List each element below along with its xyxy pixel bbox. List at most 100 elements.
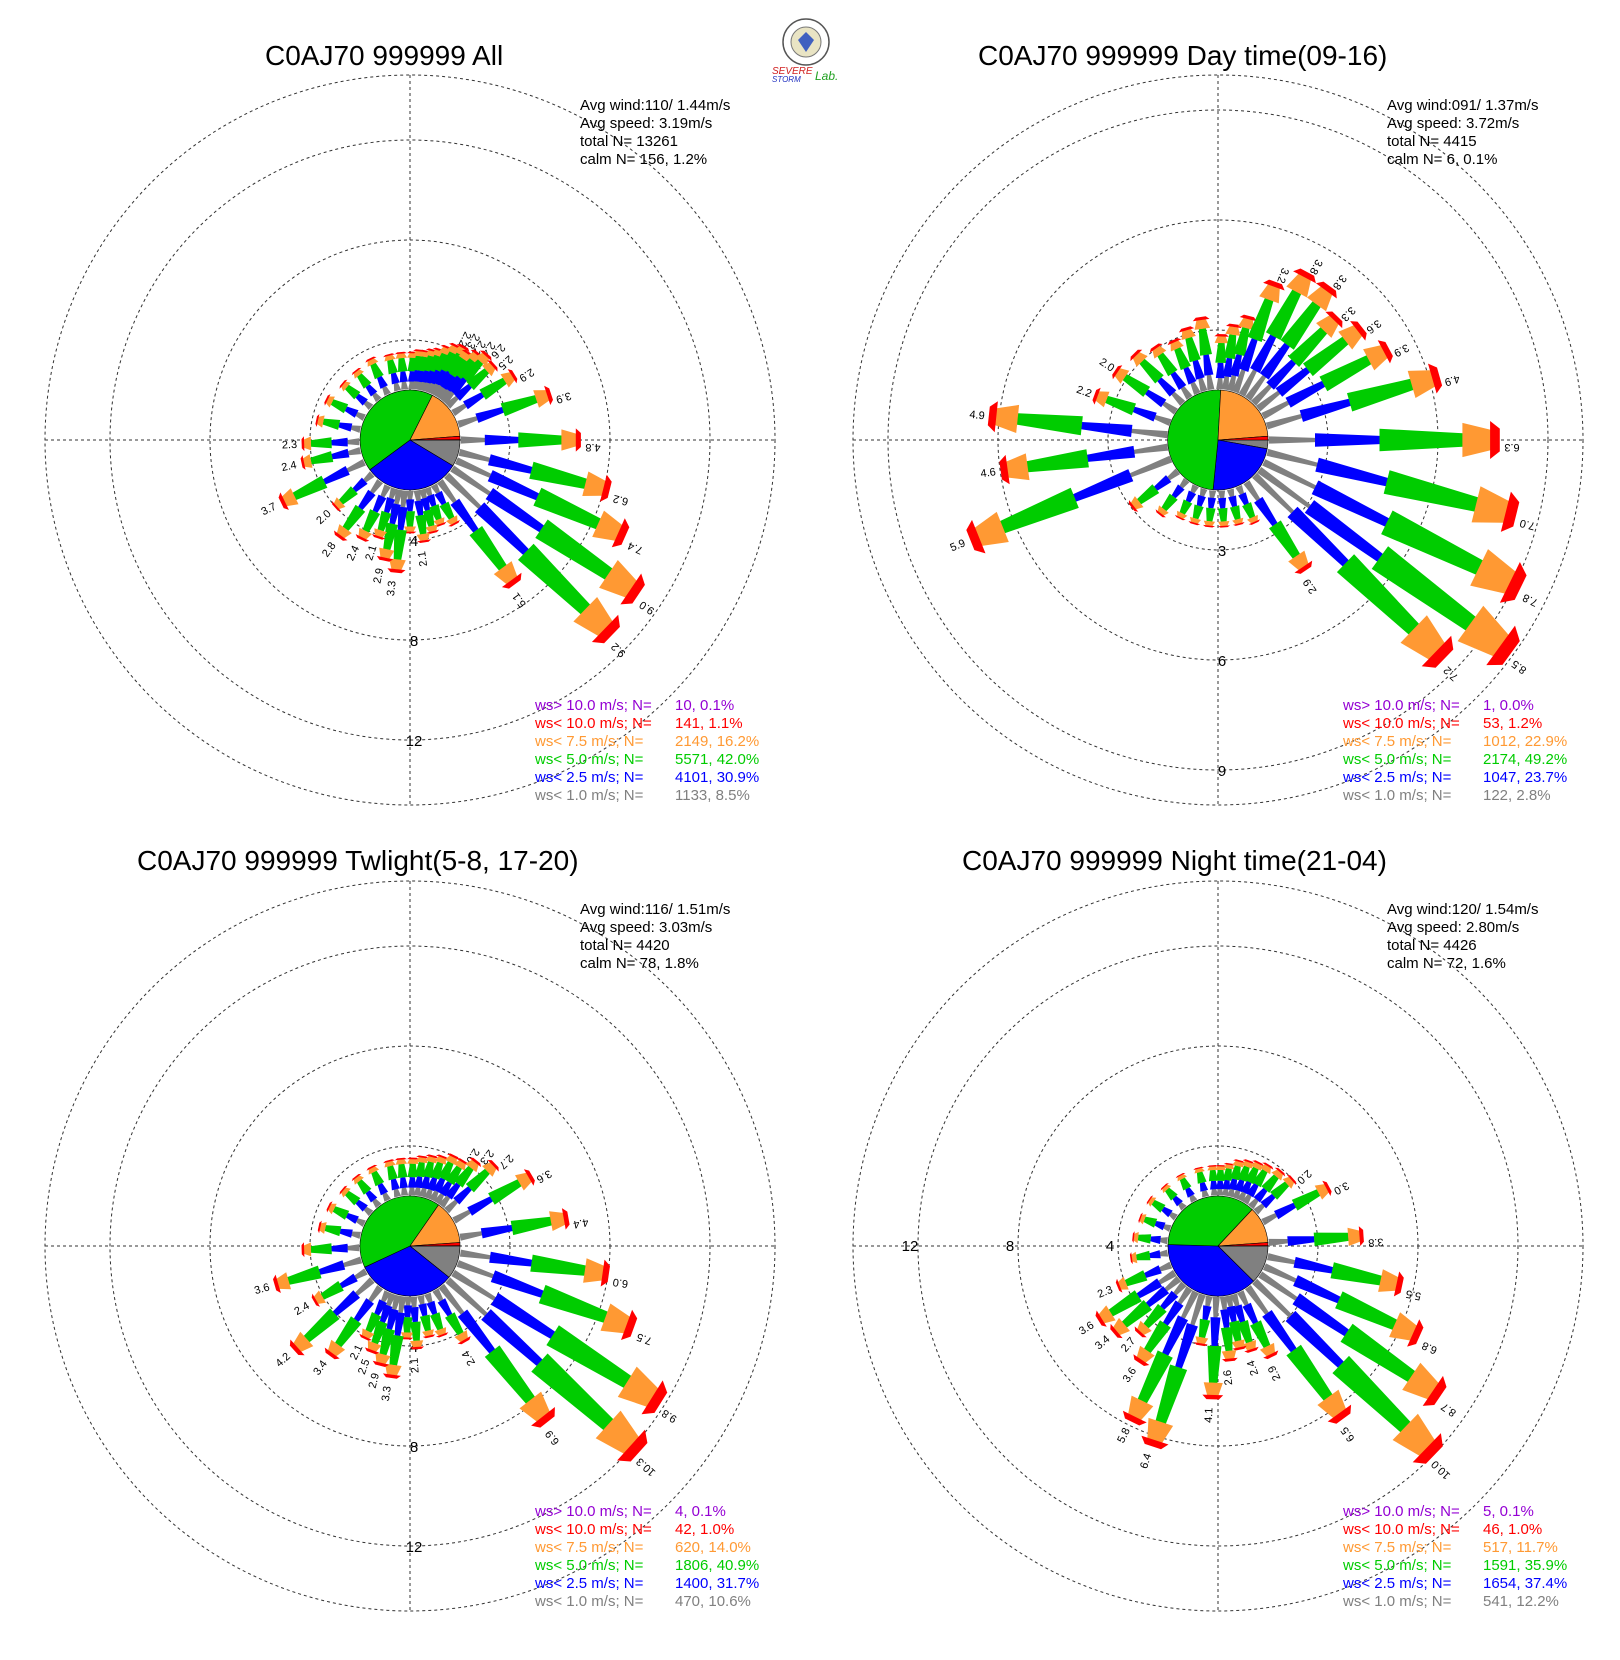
wind-bar-segment <box>510 1216 552 1236</box>
wind-bar-segment <box>276 1272 291 1290</box>
wind-bar-segment <box>1271 1169 1283 1181</box>
legend-label: ws< 2.5 m/s; N= <box>1342 1575 1452 1592</box>
logo-text-storm: STORM <box>772 75 801 84</box>
legend-value: 5571, 42.0% <box>675 751 759 768</box>
legend-value: 122, 2.8% <box>1483 787 1551 804</box>
wind-bar-segment <box>538 1284 608 1323</box>
wind-bar-segment <box>438 1195 451 1209</box>
wind-bar-segment <box>1095 1310 1107 1327</box>
wind-bar-segment <box>414 500 424 516</box>
wind-bar-segment <box>1179 477 1190 489</box>
wind-bar-segment <box>1154 415 1172 426</box>
wind-bar-segment <box>1192 359 1205 380</box>
wind-bar-segment <box>1363 345 1388 371</box>
wind-bar-segment <box>1167 338 1182 346</box>
wind-bar-segment <box>1260 1193 1276 1209</box>
bar-value-label: 10.3 <box>634 1455 658 1478</box>
bar-value-label: 2.1 <box>416 550 430 567</box>
wind-bar-segment <box>1261 1213 1278 1226</box>
wind-bar-segment <box>414 1161 425 1178</box>
wind-bar-segment <box>474 502 529 555</box>
wind-bar: 3.3 <box>385 490 409 597</box>
wind-bar-segment <box>282 488 299 507</box>
bar-value-label: 3.3 <box>385 580 399 596</box>
wind-bar-segment <box>444 352 463 375</box>
wind-bar-segment <box>1500 491 1520 532</box>
wind-bar-segment <box>1133 1232 1139 1244</box>
wind-bar-segment <box>466 368 490 391</box>
wind-bar-segment <box>1144 1265 1162 1278</box>
pie-slice <box>369 439 454 491</box>
bar-value-label: 7.5 <box>635 1330 653 1347</box>
legend-value: 2149, 16.2% <box>675 733 759 750</box>
wind-bar <box>1149 343 1193 400</box>
wind-bar: 3.9 <box>1261 340 1411 420</box>
wind-bar-segment <box>1149 343 1163 353</box>
wind-bar-segment <box>273 1274 281 1293</box>
wind-bar-segment <box>1206 374 1215 391</box>
wind-bar-segment <box>1243 480 1261 502</box>
legend-value: 1806, 40.9% <box>675 1557 759 1574</box>
wind-bar-segment <box>395 353 408 359</box>
stat-calm: calm N= 72, 1.6% <box>1387 955 1506 972</box>
wind-bar-segment <box>1143 1303 1167 1329</box>
wind-bar-segment <box>1250 384 1272 406</box>
wind-bar-segment <box>351 367 362 376</box>
wind-bar <box>1218 490 1230 528</box>
wind-bar-segment <box>1137 1350 1173 1404</box>
wind-bar: 5.5 <box>1267 1253 1422 1302</box>
wind-bar-segment <box>1138 1212 1143 1224</box>
wind-bar-segment <box>1230 1293 1240 1307</box>
logo-text-severe: SEVERE <box>772 66 813 77</box>
legend-value: 46, 1.0% <box>1483 1521 1542 1538</box>
wind-bar-segment <box>382 1373 401 1379</box>
ring-label: 12 <box>406 1539 423 1556</box>
wind-bar-segment <box>334 530 348 541</box>
wind-bar-segment <box>1275 367 1311 397</box>
bar-value-label: 2.4 <box>292 1300 311 1318</box>
wind-bar-segment <box>324 1347 340 1360</box>
wind-bar-segment <box>456 1260 494 1279</box>
wind-bar-segment <box>1114 368 1130 384</box>
wind-bar-segment <box>287 1265 322 1285</box>
range-ring <box>917 945 1519 1547</box>
wind-bar-segment <box>583 1258 604 1283</box>
wind-bar: 2.2 <box>1075 384 1172 426</box>
bar-value-label: 2.4 <box>460 1348 478 1367</box>
wind-bar-segment <box>359 1333 372 1341</box>
wind-bar-segment <box>1141 1435 1169 1450</box>
wind-bar-segment <box>289 1339 305 1356</box>
wind-bar-segment <box>1470 549 1516 594</box>
wind-bar: 7.4 <box>455 457 645 556</box>
wind-bar-segment <box>1143 1216 1158 1228</box>
wind-bar-segment <box>437 479 457 504</box>
wind-bar-segment <box>1381 510 1484 575</box>
wind-bar-segment <box>1164 1276 1182 1292</box>
wind-bar-segment <box>354 1268 368 1280</box>
wind-bar-segment <box>1203 354 1214 376</box>
stat-avg-wind: Avg wind:110/ 1.44m/s <box>580 97 730 114</box>
wind-bar-segment <box>374 528 387 538</box>
wind-bar: 3.9 <box>457 385 573 428</box>
wind-bar-segment <box>1133 1354 1150 1366</box>
wind-bar-segment <box>426 493 437 507</box>
wind-bar-segment <box>418 1187 427 1198</box>
bar-value-label: 3.7 <box>259 501 278 518</box>
wind-bar-segment <box>1212 1296 1220 1318</box>
wind-bar-segment <box>1155 509 1166 518</box>
wind-bar-segment <box>530 1254 586 1276</box>
wind-bar: 2.7 <box>1119 1281 1187 1355</box>
wind-bar <box>326 1201 366 1227</box>
wind-bar-segment <box>400 490 409 508</box>
wind-bar-segment <box>1113 1317 1130 1336</box>
wind-bar-segment <box>1254 496 1278 527</box>
wind-bar-segment <box>1131 1251 1138 1264</box>
wind-bar-segment <box>425 524 438 533</box>
wind-bar-segment <box>394 351 407 355</box>
wind-bar-segment <box>355 393 368 406</box>
wind-bar-segment <box>450 498 479 533</box>
wind-bar-segment <box>487 1159 499 1172</box>
wind-bar-segment <box>1233 326 1250 357</box>
wind-bar-segment <box>1105 395 1136 416</box>
